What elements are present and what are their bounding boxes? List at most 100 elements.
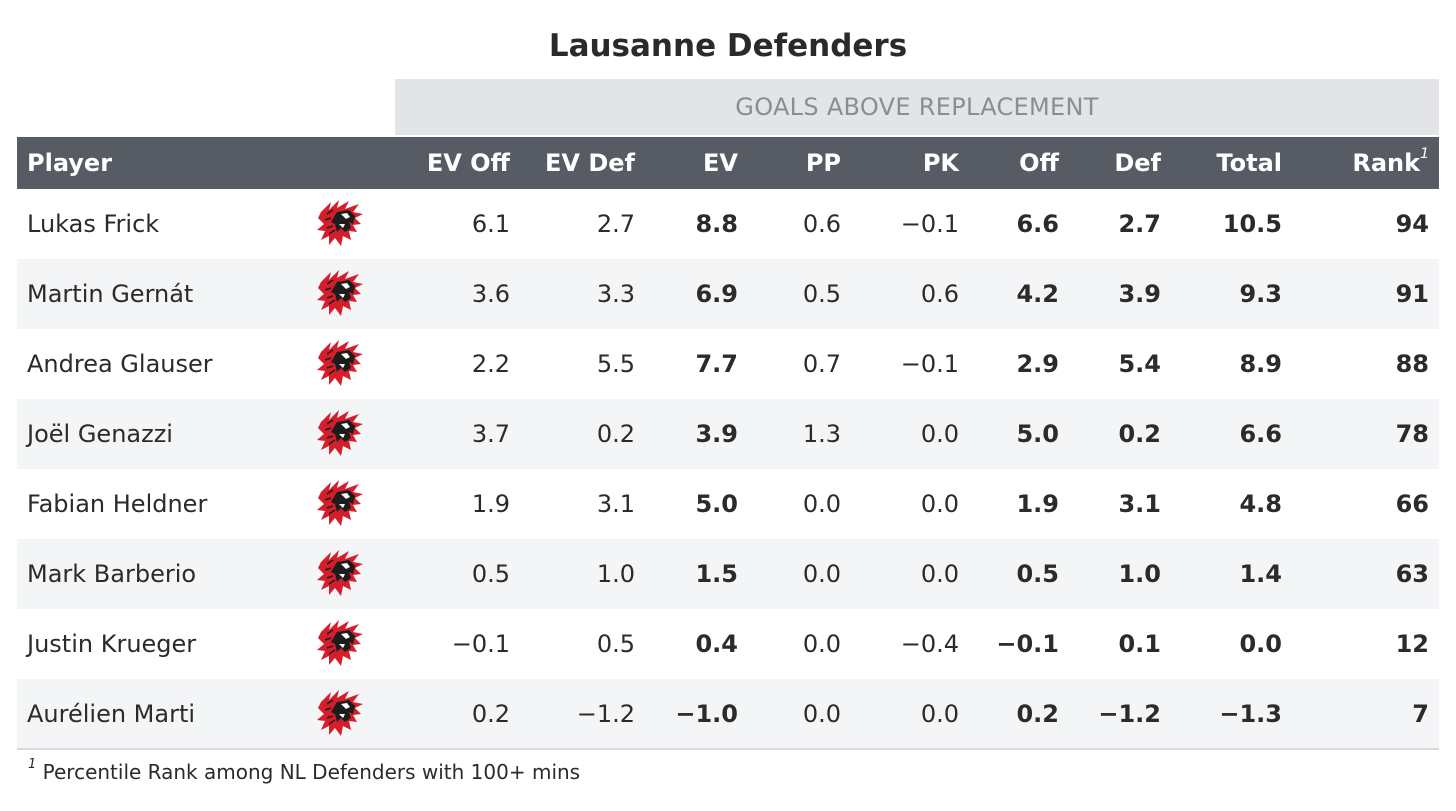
cell-total: −1.3 — [1219, 699, 1282, 728]
player-name: Lukas Frick — [27, 210, 160, 238]
player-name: Andrea Glauser — [27, 350, 213, 378]
table-row: Andrea Glauser 2.2 5.5 7.7 0.7 −0.1 2.9 5.4 8.9 8… — [17, 329, 1439, 399]
team-logo — [287, 609, 395, 679]
cell-ev: 5.0 — [695, 490, 738, 518]
cell-pk: 0.0 — [920, 699, 959, 728]
cell-pp: 0.0 — [802, 630, 841, 658]
cell-pp: 0.0 — [802, 699, 841, 728]
cell-total: 10.5 — [1222, 210, 1282, 238]
cell-pk: −0.1 — [900, 210, 959, 238]
lausanne-lion-logo-icon — [317, 200, 363, 246]
footnote-marker: 1 — [28, 757, 37, 773]
player-name: Justin Krueger — [27, 630, 197, 658]
cell-pp: 0.6 — [802, 210, 841, 238]
cell-ev: 0.4 — [695, 630, 738, 658]
table-body: Lukas Frick 6.1 2.7 8.8 0.6 −0.1 6.6 2.7 10.5 94 M… — [17, 189, 1439, 749]
table-row: Martin Gernát 3.6 3.3 6.9 0.5 0.6 4.2 3.9 9.3 91 — [17, 259, 1439, 329]
cell-off: 1.9 — [1016, 490, 1059, 518]
cell-def: 3.1 — [1118, 490, 1161, 518]
cell-pp: 0.7 — [802, 350, 841, 378]
cell-pk: 0.0 — [920, 560, 959, 588]
team-logo — [287, 469, 395, 539]
cell-rank: 7 — [1412, 699, 1429, 728]
table-row: Aurélien Marti 0.2 −1.2 −1.0 0.0 0.0 0.2 −1.2 −1… — [17, 679, 1439, 749]
col-header-ev: EV — [703, 149, 738, 177]
cell-ev: 8.8 — [695, 210, 738, 238]
player-name: Mark Barberio — [27, 560, 197, 588]
cell-ev-off: 1.9 — [471, 490, 510, 518]
lausanne-lion-logo-icon — [317, 480, 363, 526]
cell-def: 0.2 — [1118, 420, 1161, 448]
lausanne-lion-logo-icon — [317, 410, 363, 456]
team-logo — [287, 679, 395, 749]
cell-total: 9.3 — [1239, 280, 1282, 308]
cell-ev-off: −0.1 — [451, 630, 510, 658]
cell-ev: 7.7 — [695, 350, 738, 378]
cell-ev-off: 6.1 — [471, 210, 510, 238]
cell-total: 8.9 — [1239, 350, 1282, 378]
rank-label: Rank — [1352, 149, 1421, 177]
lausanne-lion-logo-icon — [317, 340, 363, 386]
player-name: Joël Genazzi — [27, 420, 173, 448]
team-logo — [287, 399, 395, 469]
cell-rank: 91 — [1395, 280, 1429, 308]
cell-pk: 0.0 — [920, 490, 959, 518]
col-header-ev-off: EV Off — [426, 149, 510, 177]
cell-def: 0.1 — [1118, 630, 1161, 658]
col-header-pp: PP — [805, 149, 841, 177]
table-row: Mark Barberio 0.5 1.0 1.5 0.0 0.0 0.5 1.0 1.4 63 — [17, 539, 1439, 609]
goals-above-replacement-header: GOALS ABOVE REPLACEMENT — [395, 79, 1439, 135]
cell-def: 2.7 — [1118, 210, 1161, 238]
cell-off: 0.2 — [1016, 699, 1059, 728]
cell-pk: −0.4 — [900, 630, 959, 658]
cell-total: 6.6 — [1239, 420, 1282, 448]
lausanne-lion-logo-icon — [317, 689, 363, 736]
col-header-pk: PK — [922, 149, 959, 177]
cell-ev: −1.0 — [675, 699, 738, 728]
cell-ev: 1.5 — [695, 560, 738, 588]
rank-footnote-marker: 1 — [1420, 146, 1429, 162]
table-row: Justin Krueger −0.1 0.5 0.4 0.0 −0.4 −0.1 0.1 0.… — [17, 609, 1439, 679]
cell-pp: 0.5 — [802, 280, 841, 308]
cell-ev-off: 2.2 — [471, 350, 510, 378]
table-row: Lukas Frick 6.1 2.7 8.8 0.6 −0.1 6.6 2.7 10.5 94 — [17, 189, 1439, 259]
cell-off: 5.0 — [1016, 420, 1059, 448]
col-header-player: Player — [27, 149, 113, 177]
cell-ev-def: 1.0 — [596, 560, 635, 588]
col-header-ev-def: EV Def — [545, 149, 635, 177]
cell-ev-def: 3.3 — [596, 280, 635, 308]
lausanne-lion-logo-icon — [317, 270, 363, 316]
col-header-total: Total — [1216, 149, 1282, 177]
cell-off: 6.6 — [1016, 210, 1059, 238]
cell-rank: 63 — [1395, 560, 1429, 588]
cell-rank: 88 — [1395, 350, 1429, 378]
lausanne-lion-logo-icon — [317, 550, 363, 596]
cell-pk: 0.0 — [920, 420, 959, 448]
player-name: Aurélien Marti — [27, 699, 196, 728]
cell-ev-off: 3.7 — [471, 420, 510, 448]
team-logo — [287, 539, 395, 609]
cell-pk: 0.6 — [920, 280, 959, 308]
col-header-def: Def — [1114, 149, 1161, 177]
cell-ev-off: 0.5 — [471, 560, 510, 588]
cell-pp: 0.0 — [802, 490, 841, 518]
cell-pk: −0.1 — [900, 350, 959, 378]
cell-def: 1.0 — [1118, 560, 1161, 588]
cell-ev-def: 0.5 — [596, 630, 635, 658]
cell-off: −0.1 — [996, 630, 1059, 658]
lausanne-lion-logo-icon — [317, 620, 363, 666]
table-title: Lausanne Defenders — [548, 28, 908, 64]
footnote: 1 Percentile Rank among NL Defenders wit… — [28, 757, 580, 784]
cell-off: 0.5 — [1016, 560, 1059, 588]
cell-ev-def: 5.5 — [596, 350, 635, 378]
cell-rank: 12 — [1395, 630, 1429, 658]
cell-off: 4.2 — [1016, 280, 1059, 308]
cell-off: 2.9 — [1016, 350, 1059, 378]
cell-ev: 3.9 — [695, 420, 738, 448]
cell-total: 1.4 — [1239, 560, 1282, 588]
player-name: Fabian Heldner — [27, 490, 208, 518]
cell-ev-def: 3.1 — [596, 490, 635, 518]
defenders-table: Player EV Off EV Def EV PP PK Off Def To… — [17, 137, 1439, 750]
cell-ev-def: −1.2 — [576, 699, 635, 728]
cell-pp: 0.0 — [802, 560, 841, 588]
